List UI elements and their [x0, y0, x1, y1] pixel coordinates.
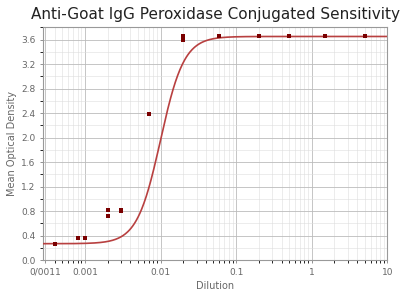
Point [256, 34, 262, 39]
Point [82, 236, 88, 240]
Point [146, 112, 152, 117]
Point [118, 209, 124, 214]
Point [361, 34, 368, 39]
Point [74, 236, 81, 240]
Y-axis label: Mean Optical Density: Mean Optical Density [7, 91, 17, 196]
Point [104, 208, 111, 212]
Point [52, 241, 58, 246]
Point [322, 34, 328, 39]
X-axis label: Dilution: Dilution [196, 281, 234, 291]
Point [216, 34, 222, 39]
Point [52, 241, 58, 246]
Title: Anti-Goat IgG Peroxidase Conjugated Sensitivity: Anti-Goat IgG Peroxidase Conjugated Sens… [31, 7, 400, 22]
Point [118, 208, 124, 212]
Point [104, 214, 111, 218]
Point [180, 37, 186, 42]
Point [286, 34, 292, 39]
Point [216, 34, 222, 39]
Point [146, 112, 152, 117]
Point [180, 34, 186, 39]
